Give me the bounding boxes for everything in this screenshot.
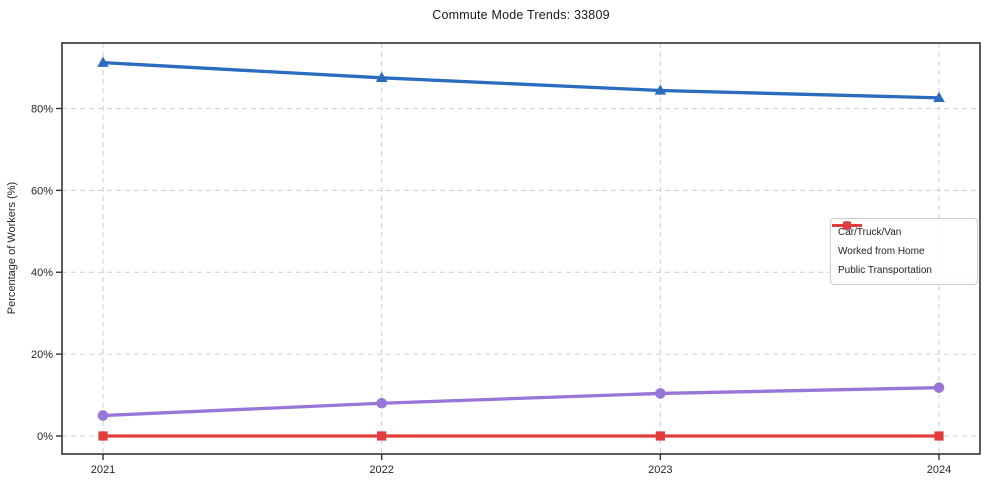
data-point-car-truck-van bbox=[654, 84, 667, 95]
y-axis-label: Percentage of Workers (%) bbox=[6, 182, 18, 314]
x-tick-label: 2024 bbox=[927, 464, 951, 476]
data-point-public-transportation bbox=[377, 431, 387, 441]
legend-label: Worked from Home bbox=[838, 246, 925, 257]
x-tick-label: 2023 bbox=[648, 464, 672, 476]
series-line-car-truck-van bbox=[101, 60, 941, 100]
series-line-worked-from-home bbox=[101, 386, 941, 418]
y-tick-label: 80% bbox=[31, 103, 53, 115]
legend-label: Public Transportation bbox=[838, 265, 932, 276]
data-point-worked-from-home bbox=[655, 388, 666, 399]
plot-border bbox=[61, 42, 981, 455]
data-point-car-truck-van bbox=[375, 71, 388, 82]
x-tick-label: 2021 bbox=[91, 464, 115, 476]
data-point-public-transportation bbox=[934, 431, 944, 441]
data-point-public-transportation bbox=[98, 431, 108, 441]
data-point-worked-from-home bbox=[933, 382, 945, 393]
data-point-car-truck-van bbox=[933, 91, 945, 103]
x-tick-label: 2022 bbox=[369, 464, 393, 476]
data-point-worked-from-home bbox=[97, 410, 109, 421]
legend: Car/Truck/Van Worked from Home Public Tran… bbox=[830, 218, 978, 285]
legend-item-worked-from-home: Worked from Home bbox=[832, 220, 969, 260]
y-tick-label: 60% bbox=[31, 185, 53, 197]
data-point-car-truck-van bbox=[97, 56, 109, 67]
y-tick-label: 0% bbox=[37, 431, 53, 443]
y-tick-label: 20% bbox=[31, 349, 53, 361]
legend-label: Car/Truck/Van bbox=[838, 227, 902, 238]
data-point-public-transportation bbox=[655, 431, 665, 441]
y-tick-label: 40% bbox=[31, 267, 53, 279]
legend-item-public-transportation: Public Transportation bbox=[832, 221, 969, 279]
data-point-worked-from-home bbox=[376, 397, 387, 409]
square-line-swatch-icon bbox=[832, 221, 862, 230]
chart-title: Commute Mode Trends: 33809 bbox=[432, 8, 610, 22]
